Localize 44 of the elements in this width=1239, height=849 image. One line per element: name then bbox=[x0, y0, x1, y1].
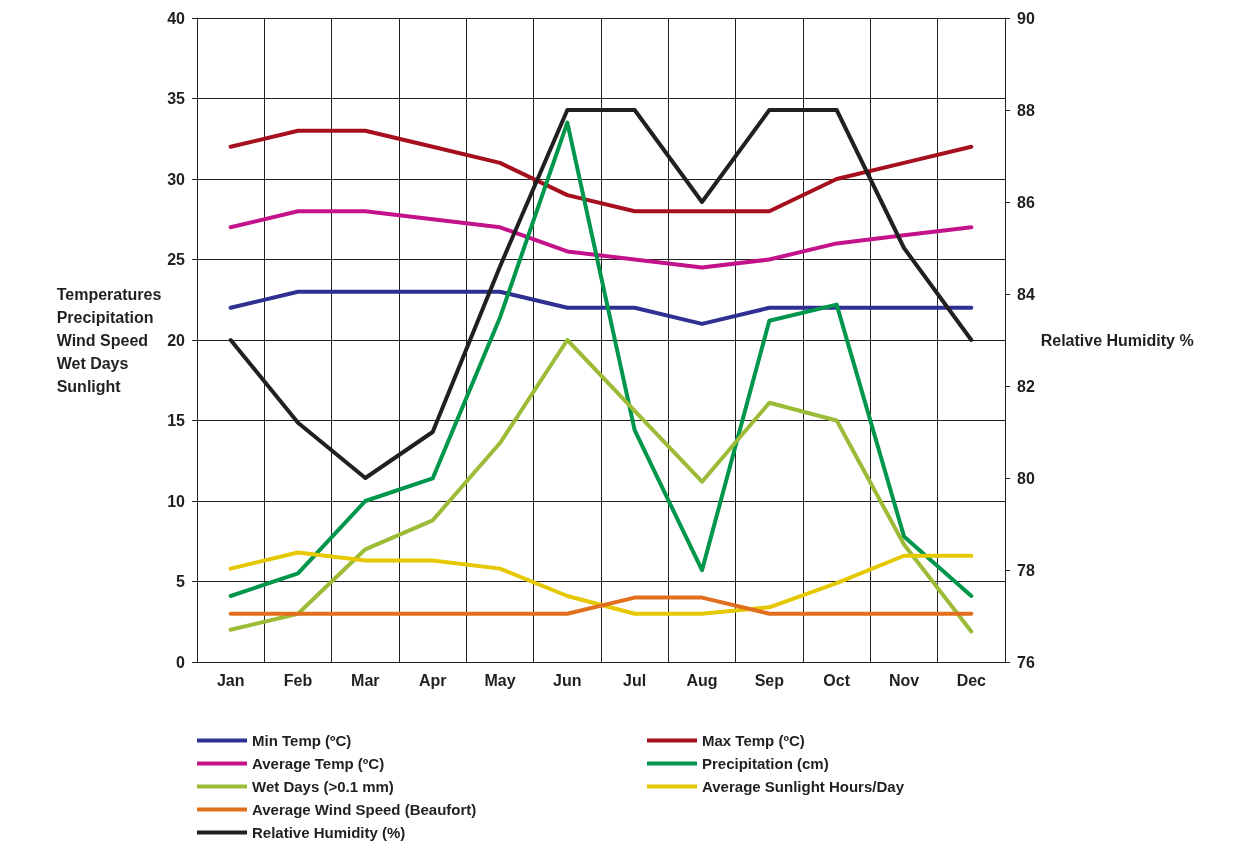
legend-label: Average Wind Speed (Beaufort) bbox=[252, 801, 477, 818]
line-series bbox=[228, 120, 974, 598]
legend-label: Average Sunlight Hours/Day bbox=[702, 778, 905, 795]
legend-label: Average Temp (ºC) bbox=[252, 755, 385, 772]
y2-tick-label: 90 bbox=[1017, 9, 1035, 27]
x-tick-label: May bbox=[484, 671, 516, 689]
y2-tick-label: 82 bbox=[1017, 377, 1035, 395]
y2-tick-label: 76 bbox=[1017, 653, 1035, 671]
y2-tick-label: 84 bbox=[1017, 285, 1035, 303]
y2-tick-label: 78 bbox=[1017, 561, 1035, 579]
y-axis-title: Temperatures Precipitation Wind Speed Wet Days Sunlight bbox=[56, 285, 162, 395]
x-tick-label: Oct bbox=[823, 671, 851, 689]
y-tick-label: 30 bbox=[167, 170, 186, 188]
x-tick-label: Mar bbox=[351, 671, 380, 689]
x-tick-label: Feb bbox=[283, 671, 313, 689]
line-series bbox=[228, 209, 974, 270]
y2-tick-label: 88 bbox=[1017, 101, 1035, 119]
line-series bbox=[228, 550, 974, 616]
y-tick-label: 20 bbox=[167, 331, 186, 349]
y-tick-label: 15 bbox=[167, 412, 186, 429]
y2-tick-label: 80 bbox=[1017, 469, 1035, 487]
x-tick-label: Jan bbox=[216, 671, 245, 689]
legend-label: Max Temp (ºC) bbox=[702, 732, 805, 749]
y-tick-label: 5 bbox=[176, 573, 186, 590]
x-tick-label: Jun bbox=[553, 671, 582, 689]
line-series bbox=[228, 338, 974, 634]
y-tick-label: 40 bbox=[167, 9, 186, 27]
x-tick-label: Apr bbox=[418, 671, 447, 689]
legend-label: Min Temp (ºC) bbox=[252, 732, 352, 749]
x-tick-label: Sep bbox=[754, 671, 785, 689]
line-series bbox=[228, 128, 974, 214]
legend-label: Relative Humidity (%) bbox=[252, 824, 406, 841]
legend-label: Precipitation (cm) bbox=[702, 755, 829, 772]
y2-tick-label: 86 bbox=[1017, 193, 1035, 211]
x-tick-label: Aug bbox=[686, 671, 718, 689]
legend-label: Wet Days (>0.1 mm) bbox=[252, 778, 394, 795]
y-tick-label: 0 bbox=[176, 653, 186, 671]
y-tick-label: 10 bbox=[167, 492, 186, 510]
y2-axis-title: Relative Humidity % bbox=[1040, 331, 1194, 349]
y-tick-label: 25 bbox=[167, 251, 186, 268]
x-tick-label: Nov bbox=[888, 671, 920, 689]
x-tick-label: Dec bbox=[956, 671, 987, 689]
y-tick-label: 35 bbox=[167, 90, 186, 107]
x-tick-label: Jul bbox=[623, 671, 647, 689]
